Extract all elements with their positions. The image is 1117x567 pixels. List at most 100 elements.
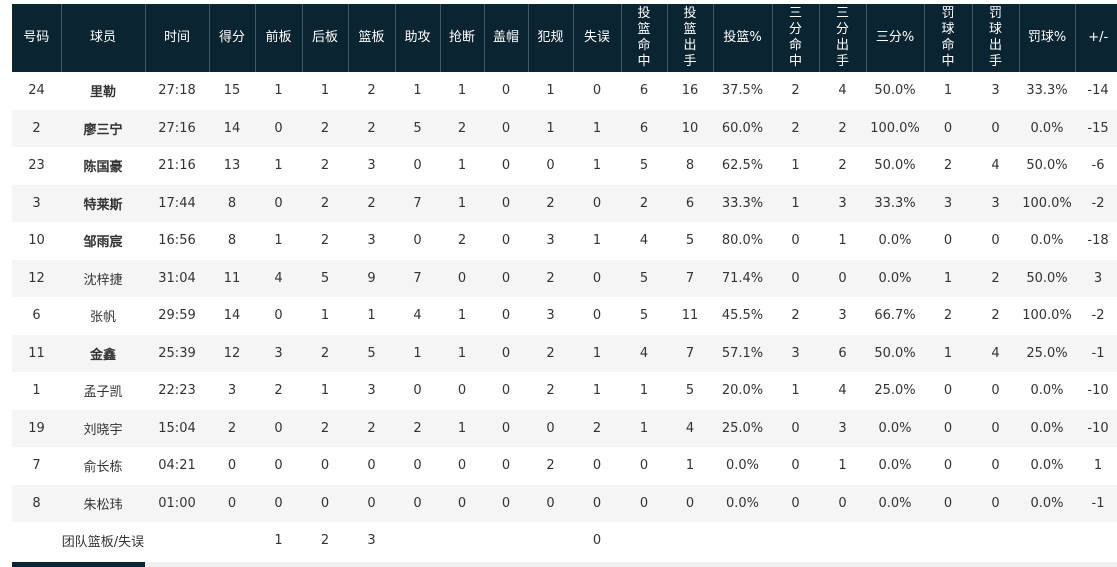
table-cell: 3 — [819, 409, 866, 447]
table-cell: 2 — [573, 409, 621, 447]
table-cell: 2 — [972, 297, 1019, 335]
table-cell: 25.0% — [1019, 334, 1075, 372]
table-cell: 0 — [972, 372, 1019, 410]
team-row-value: 0 — [573, 522, 621, 560]
table-cell: 2 — [348, 72, 395, 110]
table-cell: 5 — [348, 334, 395, 372]
col-ft-pct-header[interactable]: 罚球% — [1019, 4, 1076, 72]
table-cell: 0 — [255, 297, 302, 335]
table-row: 19 刘晓宇 15:04 2 0 2 2 2 1 0 0 2 1 4 25.0% 0 3 0.0% 0 0 0.0% -1… — [12, 409, 1117, 447]
table-cell: 5 — [302, 259, 348, 297]
col-fgm-header[interactable]: 投篮命中 — [621, 4, 668, 72]
col-fg-pct-header[interactable]: 投篮% — [713, 4, 773, 72]
bottom-bar — [12, 562, 145, 567]
table-cell: 1 — [819, 222, 866, 260]
table-cell: 3 — [255, 334, 302, 372]
table-cell: 0 — [924, 484, 972, 522]
table-cell: 14 — [209, 297, 255, 335]
table-cell: 8 — [667, 147, 713, 185]
player-name: 俞长栋 — [61, 447, 145, 485]
col-player-header[interactable]: 球员 — [61, 4, 146, 72]
table-cell: 0 — [255, 109, 302, 147]
table-cell: 0 — [772, 222, 819, 260]
table-row: 1 孟子凯 22:23 3 2 1 3 0 0 0 2 1 1 5 20.0% 1 4 25.0% 0 0 0.0% -1… — [12, 372, 1117, 410]
col-fga-header[interactable]: 投篮出手 — [667, 4, 714, 72]
col-time-header[interactable]: 时间 — [145, 4, 210, 72]
table-cell: 0.0% — [1019, 372, 1075, 410]
table-cell: 3 — [528, 297, 573, 335]
table-cell: 4 — [621, 222, 667, 260]
table-cell: 3 — [924, 184, 972, 222]
table-cell: 13 — [209, 147, 255, 185]
table-cell: 0 — [484, 484, 528, 522]
col-tov-header[interactable]: 失误 — [573, 4, 622, 72]
col-3p-pct-header[interactable]: 三分% — [866, 4, 925, 72]
table-cell: 0 — [302, 484, 348, 522]
table-cell: 8 — [209, 184, 255, 222]
table-cell: 6 — [621, 109, 667, 147]
col-points-header[interactable]: 得分 — [209, 4, 256, 72]
table-cell: 0.0% — [1019, 222, 1075, 260]
table-cell: 2 — [528, 447, 573, 485]
table-cell: 2 — [302, 222, 348, 260]
table-cell: 10 — [12, 222, 61, 260]
table-cell: 0 — [972, 222, 1019, 260]
table-cell: 0.0% — [866, 484, 924, 522]
table-cell: 5 — [621, 297, 667, 335]
table-cell: 1 — [573, 147, 621, 185]
table-cell: 0 — [484, 259, 528, 297]
team-row-value: 1 — [255, 522, 302, 560]
table-cell: 2 — [302, 409, 348, 447]
table-row: 8 朱松玮 01:00 0 0 0 0 0 0 0 0 0 0 0 0.0% 0 0 0.0% 0 0 0.0% -1 — [12, 484, 1117, 522]
table-cell: 0.0% — [1019, 409, 1075, 447]
table-cell: 3 — [819, 184, 866, 222]
col-blk-header[interactable]: 盖帽 — [484, 4, 529, 72]
table-cell: 4 — [972, 334, 1019, 372]
table-cell: 0 — [621, 484, 667, 522]
empty-cell — [667, 522, 713, 560]
table-cell: 1 — [12, 372, 61, 410]
col-ast-header[interactable]: 助攻 — [395, 4, 441, 72]
col-number-header[interactable]: 号码 — [12, 4, 62, 72]
col-fta-header[interactable]: 罚球出手 — [972, 4, 1020, 72]
col-def-reb-header[interactable]: 后板 — [302, 4, 349, 72]
table-cell: 1 — [440, 184, 484, 222]
col-3pa-header[interactable]: 三分出手 — [819, 4, 867, 72]
table-cell: 1 — [1075, 447, 1117, 485]
col-ftm-header[interactable]: 罚球命中 — [924, 4, 973, 72]
table-cell: 0.0% — [713, 447, 772, 485]
table-cell: 6 — [621, 72, 667, 110]
table-cell: 3 — [209, 372, 255, 410]
table-cell: 3 — [819, 297, 866, 335]
col-off-reb-header[interactable]: 前板 — [255, 4, 303, 72]
col-foul-header[interactable]: 犯规 — [528, 4, 574, 72]
table-cell: 0 — [440, 484, 484, 522]
col-reb-header[interactable]: 篮板 — [348, 4, 396, 72]
table-cell: 0 — [667, 484, 713, 522]
table-cell: 24 — [12, 72, 61, 110]
empty-cell — [528, 522, 573, 560]
table-cell: 0 — [484, 334, 528, 372]
table-cell: 20.0% — [713, 372, 772, 410]
header-row: 号码 球员 时间 得分 前板 后板 篮板 助攻 抢断 盖帽 犯规 失误投篮命中投篮出手投篮% 三分命中三… — [12, 4, 1117, 72]
table-cell: 0 — [484, 372, 528, 410]
table-cell: 0 — [819, 484, 866, 522]
table-cell: 0 — [972, 447, 1019, 485]
table-cell: 5 — [621, 147, 667, 185]
player-name: 金鑫 — [61, 334, 145, 372]
table-cell: 7 — [667, 259, 713, 297]
table-cell: 3 — [348, 222, 395, 260]
table-cell: 2 — [772, 297, 819, 335]
table-cell: 66.7% — [866, 297, 924, 335]
table-cell: 0 — [924, 372, 972, 410]
empty-cell — [819, 522, 866, 560]
table-cell: 23 — [12, 147, 61, 185]
table-cell: 2 — [302, 147, 348, 185]
player-name: 里勒 — [61, 72, 145, 110]
table-cell: 4 — [667, 409, 713, 447]
col-plus-minus-header[interactable]: +/- — [1075, 4, 1117, 72]
col-stl-header[interactable]: 抢断 — [440, 4, 485, 72]
table-cell: 0 — [255, 447, 302, 485]
table-cell: 0 — [348, 484, 395, 522]
col-3pm-header[interactable]: 三分命中 — [772, 4, 820, 72]
